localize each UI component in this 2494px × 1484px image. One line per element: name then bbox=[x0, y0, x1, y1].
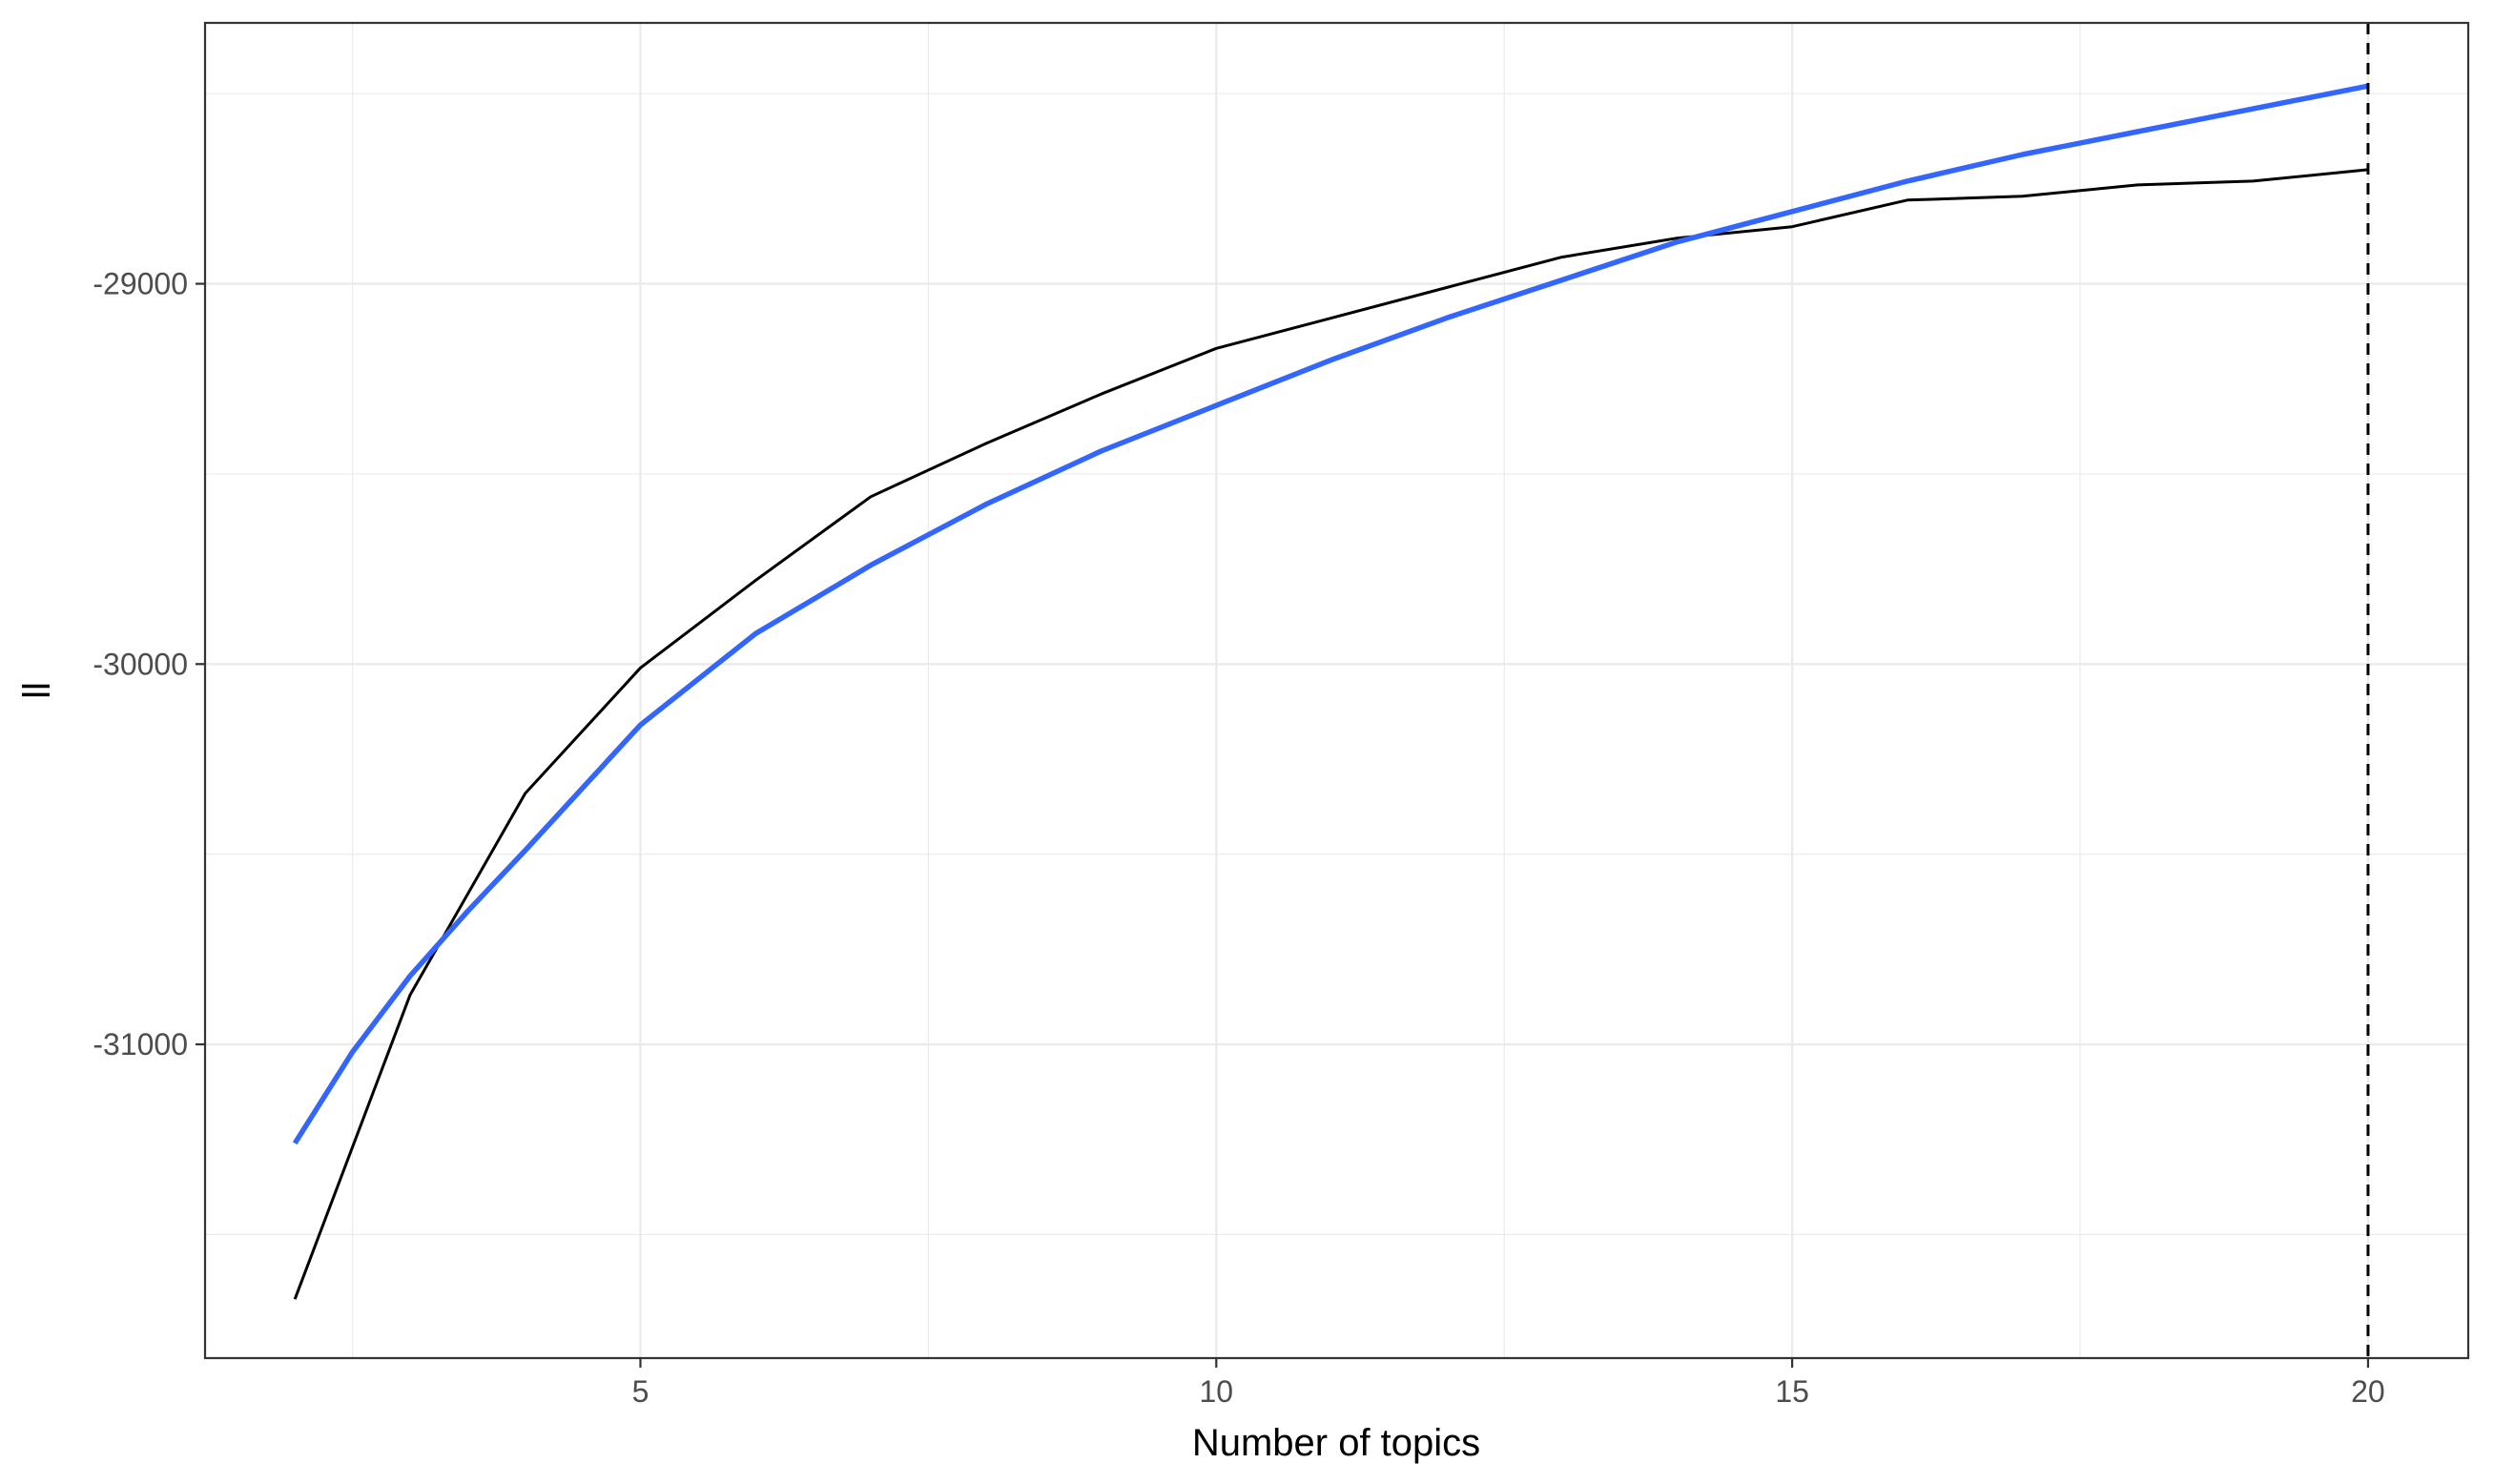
x-axis-title: Number of topics bbox=[1192, 1422, 1480, 1464]
series-layer bbox=[292, 83, 2369, 1300]
x-axis: 5 10 15 20 bbox=[632, 1358, 2385, 1409]
y-tick-label: -31000 bbox=[93, 1027, 188, 1061]
y-axis: -31000 -30000 -29000 bbox=[93, 267, 205, 1061]
series-line-smooth bbox=[292, 83, 2369, 1145]
panel-border bbox=[203, 21, 2470, 1360]
y-axis-title: ll bbox=[16, 682, 58, 699]
major-gridlines bbox=[205, 23, 2468, 1358]
y-tick-label: -30000 bbox=[93, 647, 188, 681]
x-tick-label: 15 bbox=[1775, 1374, 1809, 1409]
y-tick-label: -29000 bbox=[93, 267, 188, 301]
x-tick-label: 10 bbox=[1200, 1374, 1234, 1409]
x-tick-label: 5 bbox=[632, 1374, 649, 1409]
x-tick-label: 20 bbox=[2351, 1374, 2385, 1409]
series-line-observed bbox=[293, 168, 2369, 1300]
minor-gridlines bbox=[205, 23, 2468, 1358]
